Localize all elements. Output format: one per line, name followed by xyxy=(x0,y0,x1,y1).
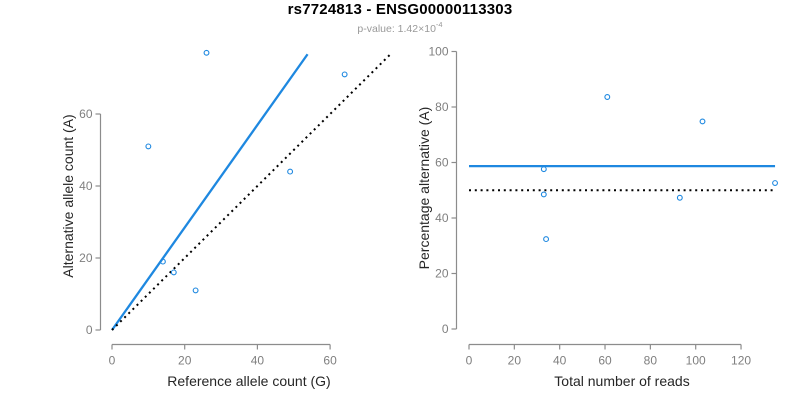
x-tick-label: 80 xyxy=(644,354,658,368)
x-tick-label: 120 xyxy=(731,354,751,368)
y-tick-label: 80 xyxy=(435,100,449,114)
y-tick-label: 40 xyxy=(79,179,93,193)
left-y-axis-title: Alternative allele count (A) xyxy=(60,114,76,278)
percentage-alternative-plot: 0 20 40 60 80 100 0 20 40 60 80 100 120 xyxy=(428,45,778,368)
x-tick-label: 100 xyxy=(686,354,706,368)
y-tick-label: 100 xyxy=(428,45,448,59)
x-tick-label: 60 xyxy=(598,354,612,368)
y-tick-label: 0 xyxy=(442,322,449,336)
data-point xyxy=(543,236,550,243)
data-point xyxy=(145,143,152,150)
data-point xyxy=(540,191,547,198)
y-tick-label: 0 xyxy=(86,323,93,337)
x-tick-label: 0 xyxy=(109,354,116,368)
y-tick-label: 60 xyxy=(79,107,93,121)
y-tick-label: 40 xyxy=(435,211,449,225)
x-tick-label: 20 xyxy=(508,354,522,368)
data-point xyxy=(203,49,210,56)
data-point xyxy=(170,269,177,276)
data-point xyxy=(604,94,611,100)
identity-line xyxy=(111,53,391,331)
page-title: rs7724813 - ENSG00000113303 xyxy=(287,1,513,18)
data-point xyxy=(699,118,706,125)
fit-line xyxy=(111,53,309,331)
right-x-axis-title: Total number of reads xyxy=(554,373,690,389)
x-tick-label: 40 xyxy=(553,354,567,368)
data-point xyxy=(341,71,348,78)
x-tick-label: 20 xyxy=(178,354,192,368)
allele-counts-plot: 0 20 40 60 0 20 40 60 xyxy=(79,49,391,368)
left-x-axis-title: Reference allele count (G) xyxy=(167,373,331,389)
p-value-subtitle: p-value: 1.42×10-4 xyxy=(0,19,800,35)
data-point xyxy=(772,180,778,186)
data-point xyxy=(192,287,199,294)
x-tick-label: 40 xyxy=(251,354,265,368)
p-value-exponent: -4 xyxy=(435,19,443,29)
x-tick-label: 60 xyxy=(323,354,337,368)
data-point xyxy=(159,258,166,265)
y-tick-label: 60 xyxy=(435,156,449,170)
y-tick-label: 20 xyxy=(435,267,449,281)
y-tick-label: 20 xyxy=(79,251,93,265)
data-point xyxy=(676,194,683,201)
p-value-text: p-value: 1.42×10 xyxy=(357,23,436,35)
data-point xyxy=(287,168,294,175)
x-tick-label: 0 xyxy=(466,354,473,368)
right-y-axis-title: Percentage alternative (A) xyxy=(416,106,432,270)
data-point xyxy=(540,166,547,173)
